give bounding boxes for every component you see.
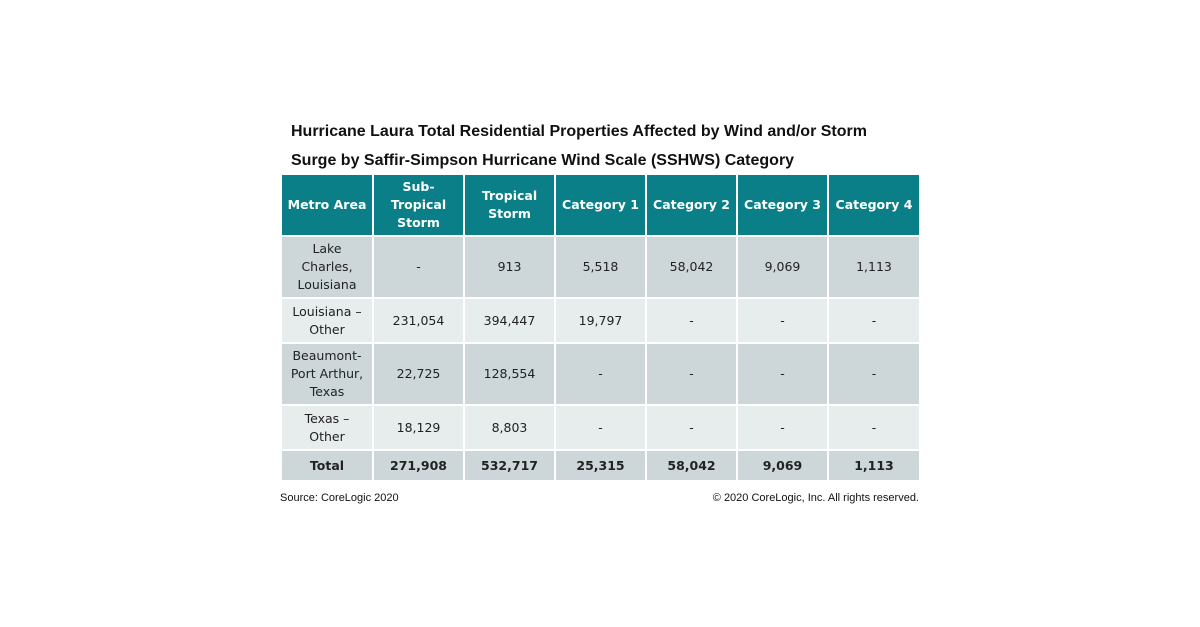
properties-table: Metro Area Sub-Tropical Storm Tropical S… <box>282 175 919 482</box>
cell-value: - <box>828 405 919 451</box>
table-row: Beaumont-Port Arthur, Texas 22,725 128,5… <box>282 343 919 406</box>
cell-value: - <box>646 298 738 344</box>
cell-value: - <box>646 405 738 451</box>
total-value: 1,113 <box>828 450 919 482</box>
cell-metro-area: Texas – Other <box>282 405 374 451</box>
source-note: Source: CoreLogic 2020 <box>280 492 399 504</box>
cell-metro-area: Louisiana – Other <box>282 298 374 344</box>
header-category-1: Category 1 <box>555 175 647 237</box>
header-category-4: Category 4 <box>828 175 919 237</box>
cell-value: - <box>555 405 647 451</box>
table-title-line-2: Surge by Saffir-Simpson Hurricane Wind S… <box>291 152 795 169</box>
cell-value: 1,113 <box>828 236 919 299</box>
cell-value: - <box>828 343 919 406</box>
header-category-2: Category 2 <box>646 175 738 237</box>
table-title-line-1: Hurricane Laura Total Residential Proper… <box>291 123 867 140</box>
copyright-note: © 2020 CoreLogic, Inc. All rights reserv… <box>712 492 919 504</box>
cell-value: 5,518 <box>555 236 647 299</box>
cell-value: 58,042 <box>646 236 738 299</box>
cell-metro-area: Beaumont-Port Arthur, Texas <box>282 343 374 406</box>
total-row: Total 271,908 532,717 25,315 58,042 9,06… <box>282 450 919 482</box>
cell-value: 394,447 <box>464 298 556 344</box>
total-value: 532,717 <box>464 450 556 482</box>
table-row: Louisiana – Other 231,054 394,447 19,797… <box>282 298 919 344</box>
cell-value: 913 <box>464 236 556 299</box>
table-row: Texas – Other 18,129 8,803 - - - - <box>282 405 919 451</box>
cell-value: - <box>555 343 647 406</box>
cell-value: 8,803 <box>464 405 556 451</box>
header-tropical-storm: Tropical Storm <box>464 175 556 237</box>
cell-metro-area: Lake Charles, Louisiana <box>282 236 374 299</box>
cell-value: - <box>828 298 919 344</box>
header-sub-tropical-storm: Sub-Tropical Storm <box>373 175 465 237</box>
table-row: Lake Charles, Louisiana - 913 5,518 58,0… <box>282 236 919 299</box>
cell-value: 19,797 <box>555 298 647 344</box>
header-metro-area: Metro Area <box>282 175 374 237</box>
cell-value: - <box>646 343 738 406</box>
cell-value: 22,725 <box>373 343 465 406</box>
total-value: 9,069 <box>737 450 829 482</box>
total-value: 25,315 <box>555 450 647 482</box>
total-label: Total <box>282 450 374 482</box>
cell-value: - <box>373 236 465 299</box>
header-row: Metro Area Sub-Tropical Storm Tropical S… <box>282 175 919 237</box>
cell-value: 128,554 <box>464 343 556 406</box>
total-value: 58,042 <box>646 450 738 482</box>
cell-value: 9,069 <box>737 236 829 299</box>
cell-value: 231,054 <box>373 298 465 344</box>
cell-value: 18,129 <box>373 405 465 451</box>
header-category-3: Category 3 <box>737 175 829 237</box>
cell-value: - <box>737 405 829 451</box>
cell-value: - <box>737 298 829 344</box>
total-value: 271,908 <box>373 450 465 482</box>
cell-value: - <box>737 343 829 406</box>
